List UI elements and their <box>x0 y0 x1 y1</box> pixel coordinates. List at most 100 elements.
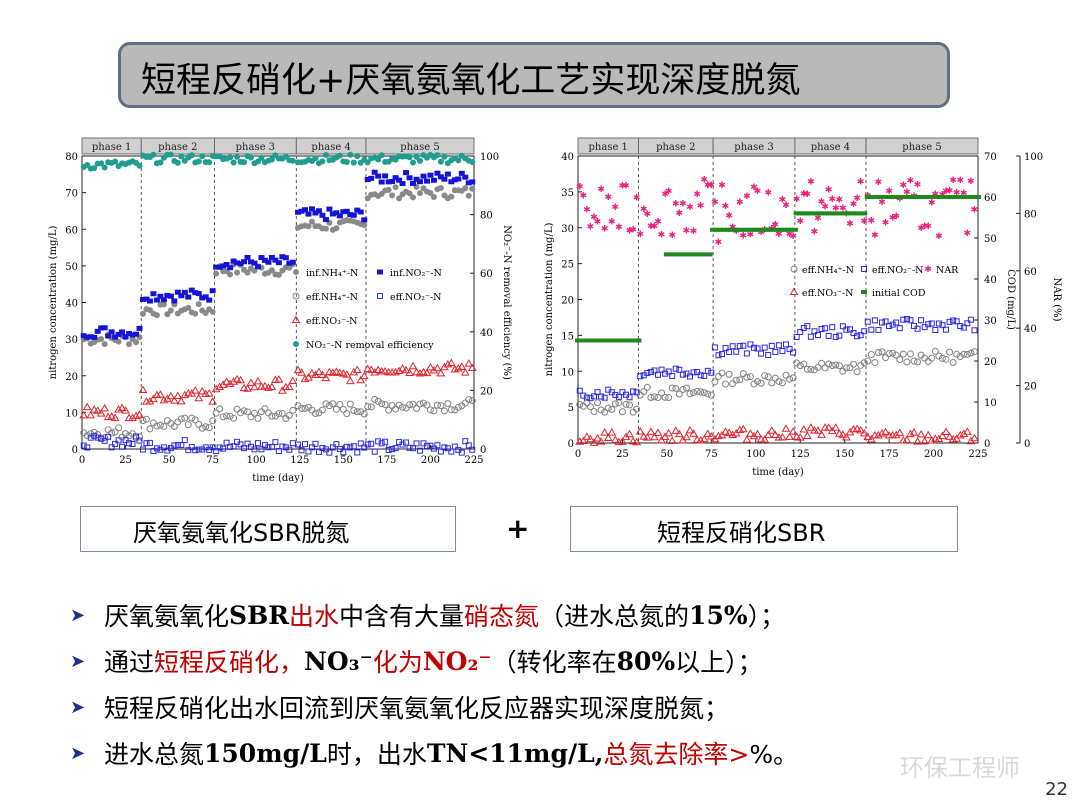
data-point <box>322 152 329 159</box>
data-point <box>89 405 99 413</box>
data-point <box>441 153 448 160</box>
data-point <box>441 444 448 451</box>
data-point <box>178 153 185 160</box>
data-point <box>763 430 773 439</box>
data-point <box>171 298 178 304</box>
data-point <box>593 434 602 442</box>
data-point <box>943 195 949 199</box>
data-point <box>820 423 830 431</box>
data-point <box>738 227 745 232</box>
data-point <box>903 358 911 366</box>
data-point <box>971 327 978 334</box>
data-point <box>846 364 854 372</box>
data-point <box>110 413 120 422</box>
data-point <box>396 177 403 183</box>
data-point <box>143 440 150 447</box>
data-point <box>679 371 686 378</box>
data-point <box>247 413 255 421</box>
data-point <box>455 157 462 164</box>
data-point <box>108 444 115 451</box>
data-point <box>230 258 237 264</box>
data-point: ✱ <box>924 222 932 232</box>
data-point <box>433 401 441 409</box>
x-tick-label: 125 <box>290 455 309 466</box>
data-point: ✱ <box>690 227 698 237</box>
data-point <box>843 326 850 333</box>
data-point: ✱ <box>946 187 954 197</box>
data-point <box>469 158 476 165</box>
x-tick-label: 200 <box>924 449 943 460</box>
data-point <box>160 444 167 451</box>
data-point <box>733 348 740 355</box>
phase-header-cell <box>865 137 979 155</box>
data-point <box>167 307 174 314</box>
legend-marker <box>377 293 383 299</box>
data-point <box>736 343 743 350</box>
data-point <box>622 400 630 408</box>
data-point <box>212 409 220 417</box>
data-point <box>236 375 245 384</box>
data-point: ✱ <box>811 228 819 238</box>
data-point <box>607 338 613 343</box>
data-point <box>305 223 312 230</box>
data-point <box>635 427 645 435</box>
data-point <box>241 259 248 265</box>
data-point: ✱ <box>800 189 808 199</box>
data-point <box>932 195 939 199</box>
data-point <box>804 323 811 330</box>
y-tick-label: 10 <box>65 408 78 419</box>
data-point: ✱ <box>740 232 748 242</box>
data-point: ✱ <box>665 187 673 197</box>
phase-label: phase 2 <box>158 142 197 153</box>
data-point <box>469 185 476 192</box>
data-point <box>460 368 470 376</box>
data-point <box>448 193 455 200</box>
data-point <box>198 424 206 432</box>
data-point <box>914 195 921 199</box>
data-point <box>185 447 192 454</box>
data-point <box>429 365 439 374</box>
data-point <box>815 332 821 339</box>
data-point <box>206 297 213 303</box>
bullet-arrow-icon: ➤ <box>70 696 86 718</box>
data-point <box>215 382 225 390</box>
data-point <box>350 407 358 415</box>
data-point: ✱ <box>725 211 733 221</box>
data-point <box>416 190 423 197</box>
bullet-text: ）； <box>747 602 786 631</box>
bullet-text: 总氮去除率> <box>603 740 750 769</box>
data-point <box>875 326 882 333</box>
data-point <box>333 225 340 232</box>
data-point <box>630 388 637 395</box>
data-point <box>874 349 882 357</box>
data-point <box>661 393 669 401</box>
data-point <box>392 175 399 181</box>
data-point: ✱ <box>647 222 655 232</box>
x-tick-label: 175 <box>880 449 899 460</box>
data-point <box>821 364 829 372</box>
data-point <box>818 326 825 333</box>
data-point: ✱ <box>903 188 911 198</box>
data-point <box>346 400 354 408</box>
x-tick-label: 75 <box>705 449 718 460</box>
data-point <box>886 323 893 330</box>
bullet-item: ➤ 厌氧氨氧化 SBR 出水 中含有大量 硝态氮 （进水总氮的 15%）； <box>70 592 1070 638</box>
data-point <box>225 379 235 387</box>
data-point <box>847 326 853 333</box>
data-point <box>340 209 347 215</box>
data-point <box>882 354 890 362</box>
data-point <box>916 429 926 438</box>
data-point <box>333 441 340 448</box>
data-point: ✱ <box>708 181 716 191</box>
data-point <box>918 195 925 199</box>
data-point <box>962 427 972 435</box>
data-point <box>735 227 741 232</box>
data-point <box>332 405 340 413</box>
slide-title: 短程反硝化+厌氧氨氧化工艺实现深度脱氮 <box>141 61 801 101</box>
data-point <box>350 159 357 166</box>
data-point <box>713 227 720 232</box>
legend-label: eff.NO₂⁻-N <box>872 265 924 276</box>
data-point <box>336 152 343 159</box>
data-point <box>724 227 731 232</box>
y-tick-label: 20 <box>65 372 78 383</box>
